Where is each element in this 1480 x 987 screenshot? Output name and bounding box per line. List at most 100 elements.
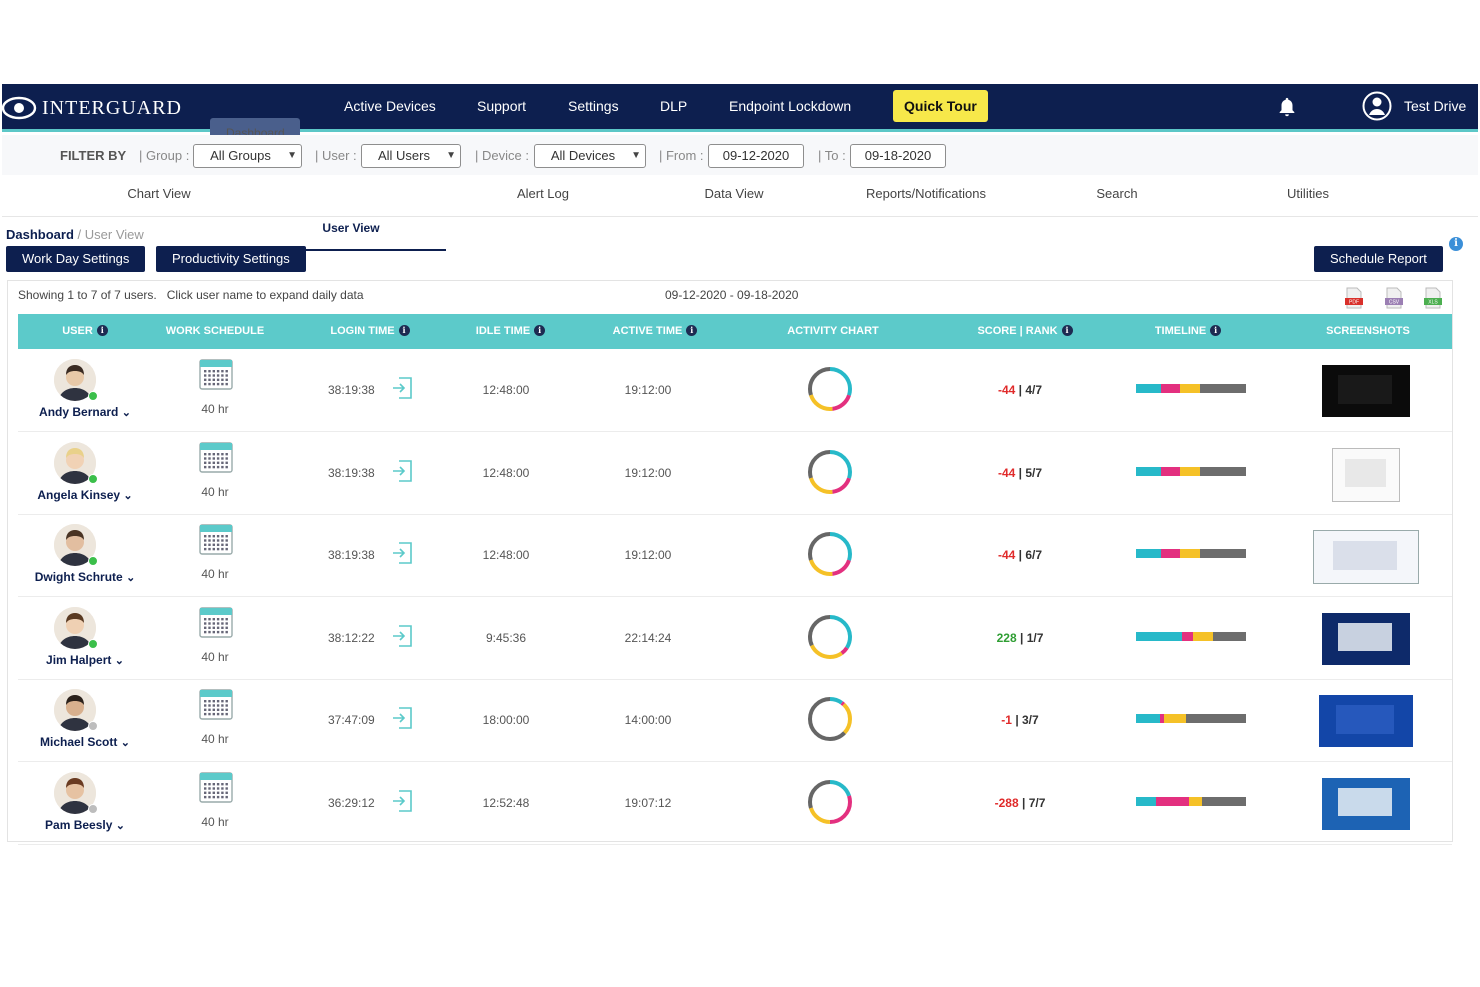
avatar[interactable] xyxy=(54,359,96,401)
chevron-down-icon: ⌄ xyxy=(120,737,130,749)
top-navigation: INTERGUARD Dashboard Active Devices Supp… xyxy=(2,84,1478,149)
info-icon[interactable]: i xyxy=(1449,237,1463,251)
bell-icon[interactable] xyxy=(1276,96,1298,123)
user-name-link[interactable]: Michael Scott ⌄ xyxy=(18,735,152,749)
user-select[interactable]: All Users ▼ xyxy=(361,144,461,168)
tab-chart-view[interactable]: Chart View xyxy=(127,186,191,201)
avatar[interactable] xyxy=(54,606,96,649)
timeline-bar[interactable] xyxy=(1136,466,1246,476)
login-log-icon[interactable] xyxy=(392,789,414,813)
tab-user-view[interactable]: User View xyxy=(256,209,446,251)
user-name-link[interactable]: Dwight Schrute ⌄ xyxy=(18,570,152,584)
quick-tour-button[interactable]: Quick Tour xyxy=(893,90,988,122)
user-name-link[interactable]: Pam Beesly ⌄ xyxy=(18,818,152,832)
user-name-link[interactable]: Jim Halpert ⌄ xyxy=(18,653,152,667)
th-login-label: LOGIN TIME xyxy=(330,325,395,337)
login-log-icon[interactable] xyxy=(392,376,414,400)
screenshot-thumbnail[interactable] xyxy=(1322,777,1410,830)
user-name-link[interactable]: Angela Kinsey ⌄ xyxy=(18,488,152,502)
user-name-link[interactable]: Andy Bernard ⌄ xyxy=(18,405,152,419)
calendar-icon[interactable] xyxy=(199,688,233,720)
work-day-settings-button[interactable]: Work Day Settings xyxy=(6,246,146,272)
avatar[interactable] xyxy=(54,441,96,484)
score-value: -44 xyxy=(997,465,1016,480)
info-icon[interactable]: i xyxy=(534,325,546,336)
info-icon[interactable]: i xyxy=(398,325,410,336)
csv-export-icon[interactable]: CSV xyxy=(1385,287,1403,309)
pdf-export-icon[interactable]: PDF xyxy=(1345,287,1363,309)
timeline-bar[interactable] xyxy=(1136,549,1246,558)
schedule-report-button[interactable]: Schedule Report xyxy=(1314,246,1443,272)
donut-arc xyxy=(808,532,852,576)
screenshot-thumbnail[interactable] xyxy=(1322,365,1410,417)
th-idle-time: IDLE TIME i xyxy=(458,314,563,349)
calendar-icon[interactable] xyxy=(199,606,233,638)
calendar-icon[interactable] xyxy=(199,523,233,555)
from-date-input[interactable]: 09-12-2020 xyxy=(708,144,804,168)
screenshot-window xyxy=(1337,787,1393,817)
user-menu[interactable]: Test Drive xyxy=(1362,91,1466,121)
group-select[interactable]: All Groups ▼ xyxy=(193,144,302,168)
tab-reports-notifications[interactable]: Reports/Notifications xyxy=(866,186,986,201)
schedule-hours: 40 hr xyxy=(201,732,229,746)
status-dot xyxy=(88,391,98,401)
activity-donut-chart[interactable] xyxy=(806,778,854,826)
to-date-input[interactable]: 09-18-2020 xyxy=(850,144,946,168)
info-icon[interactable]: i xyxy=(96,325,108,336)
productivity-settings-button[interactable]: Productivity Settings xyxy=(156,246,306,272)
activity-donut-chart[interactable] xyxy=(806,448,854,496)
timeline-bar[interactable] xyxy=(1136,714,1246,723)
calendar-icon[interactable] xyxy=(199,771,233,803)
activity-donut-chart[interactable] xyxy=(806,695,854,743)
login-log-icon[interactable] xyxy=(392,459,414,483)
info-icon[interactable]: i xyxy=(686,325,698,336)
tab-utilities[interactable]: Utilities xyxy=(1287,186,1329,201)
donut-arc xyxy=(808,614,852,659)
info-icon[interactable]: i xyxy=(1061,325,1073,336)
screenshot-window xyxy=(1335,705,1395,734)
th-score-label: SCORE | RANK xyxy=(977,325,1058,337)
calendar-icon[interactable] xyxy=(199,358,233,390)
donut-arc xyxy=(808,614,852,659)
nav-support[interactable]: Support xyxy=(477,98,527,114)
status-dot xyxy=(88,803,98,814)
nav-settings[interactable]: Settings xyxy=(568,98,619,114)
login-log-icon[interactable] xyxy=(392,624,414,648)
interguard-logo[interactable]: INTERGUARD xyxy=(2,96,182,120)
timeline-bar[interactable] xyxy=(1136,796,1246,806)
calendar-icon[interactable] xyxy=(199,441,233,473)
screenshot-thumbnail[interactable] xyxy=(1313,530,1419,584)
th-score-rank: SCORE | RANK i xyxy=(963,314,1087,349)
user-name-text: Michael Scott xyxy=(40,735,118,749)
activity-donut-chart[interactable] xyxy=(806,365,854,413)
th-user[interactable]: USER i xyxy=(18,314,152,349)
score-rank: -288 | 7/7 xyxy=(968,796,1072,810)
activity-donut-chart[interactable] xyxy=(806,530,854,578)
user-circle-icon xyxy=(1362,91,1392,121)
tab-search[interactable]: Search xyxy=(1096,186,1138,201)
idle-time: 12:48:00 xyxy=(482,548,530,562)
screenshot-thumbnail[interactable] xyxy=(1319,695,1413,747)
screenshot-thumbnail[interactable] xyxy=(1332,447,1400,502)
eye-logo-icon xyxy=(2,96,37,120)
info-icon[interactable]: i xyxy=(1210,325,1222,336)
tab-data-view[interactable]: Data View xyxy=(704,186,764,201)
xls-export-icon[interactable]: XLS xyxy=(1424,287,1442,309)
login-log-icon[interactable] xyxy=(392,706,414,730)
device-select[interactable]: All Devices ▼ xyxy=(534,144,646,168)
summary-text: Showing 1 to 7 of 7 users. Click user na… xyxy=(18,288,364,302)
idle-time: 12:52:48 xyxy=(482,795,530,810)
timeline-bar[interactable] xyxy=(1136,384,1246,393)
breadcrumb-root[interactable]: Dashboard xyxy=(6,227,74,242)
timeline-segment xyxy=(1202,796,1246,806)
th-active-label: ACTIVE TIME xyxy=(612,325,683,337)
screenshot-thumbnail[interactable] xyxy=(1322,612,1410,665)
tab-alert-log[interactable]: Alert Log xyxy=(516,186,570,201)
login-log-icon[interactable] xyxy=(392,541,414,565)
timeline-bar[interactable] xyxy=(1136,631,1246,641)
nav-endpoint-lockdown[interactable]: Endpoint Lockdown xyxy=(729,98,852,114)
nav-active-devices[interactable]: Active Devices xyxy=(344,98,436,114)
donut-arc xyxy=(808,449,852,494)
nav-dlp[interactable]: DLP xyxy=(660,98,688,114)
activity-donut-chart[interactable] xyxy=(806,613,854,661)
